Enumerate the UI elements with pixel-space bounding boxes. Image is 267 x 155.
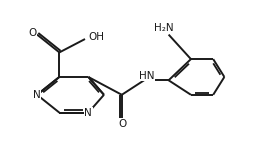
Text: O: O <box>119 119 127 129</box>
Text: OH: OH <box>88 32 104 42</box>
Text: N: N <box>84 108 92 118</box>
Text: HN: HN <box>139 71 154 81</box>
Text: O: O <box>29 29 37 38</box>
Text: H₂N: H₂N <box>154 23 174 33</box>
Text: N: N <box>33 90 41 100</box>
